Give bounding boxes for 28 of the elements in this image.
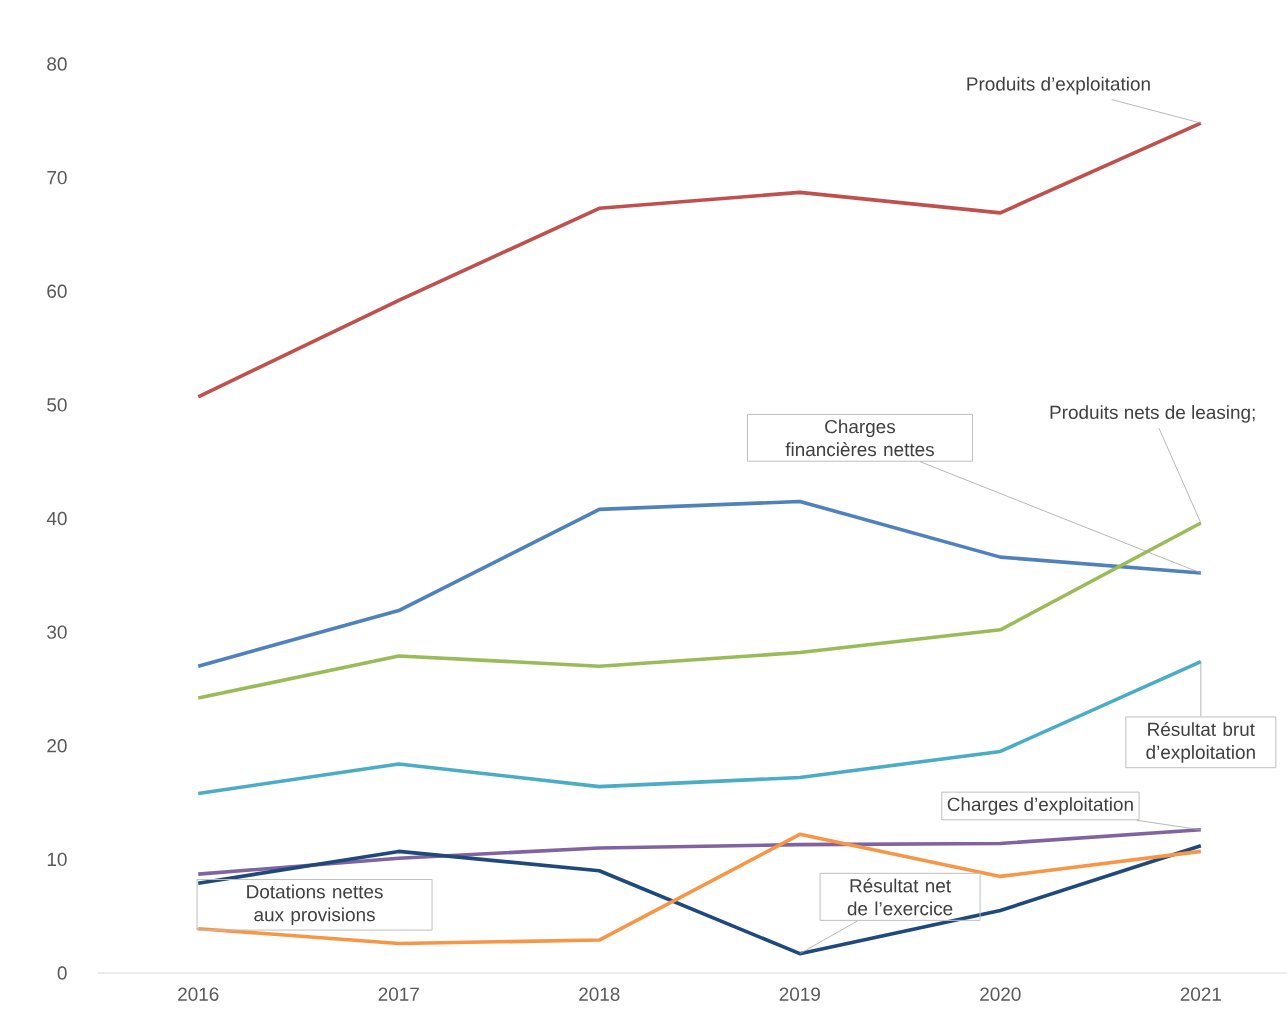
line-series [196, 828, 1203, 876]
text: Produits nets de leasing; [1050, 405, 1255, 423]
y-tick-label: 40 [46, 511, 67, 526]
y-tick-label: 50 [47, 398, 67, 412]
series-label: Résultat net de l’exercice [847, 878, 953, 916]
text: Charges financières nettes [785, 419, 934, 457]
y-tick-label: 60 [47, 284, 67, 298]
y-tick-label: 0 [57, 966, 67, 980]
series-label: Charges d’exploitation [947, 797, 1133, 815]
line-series [196, 121, 1203, 399]
y-tick-label: 20 [47, 739, 67, 753]
x-tick-label: 2019 [779, 987, 820, 1001]
x-tick-label: 2020 [980, 987, 1021, 1001]
text: Produits d’exploitation [967, 76, 1150, 95]
x-tick-label: 2016 [178, 987, 219, 1001]
y-tick-label: 80 [47, 57, 67, 71]
x-tick-label: 2018 [579, 987, 620, 1001]
line-series [196, 843, 1203, 956]
series-label: Dotations nettes aux provisions [247, 884, 383, 926]
y-tick-label: 70 [47, 170, 67, 185]
y-tick-label: 30 [47, 625, 67, 639]
line-series [196, 521, 1203, 700]
x-tick-label: 2017 [378, 987, 419, 1001]
line-series [196, 832, 1203, 946]
series-label: Résultat brut d’exploitation [1146, 721, 1255, 763]
line-series [196, 499, 1203, 668]
y-tick-label: 10 [47, 852, 67, 867]
x-tick-label: 2021 [1180, 987, 1221, 1001]
